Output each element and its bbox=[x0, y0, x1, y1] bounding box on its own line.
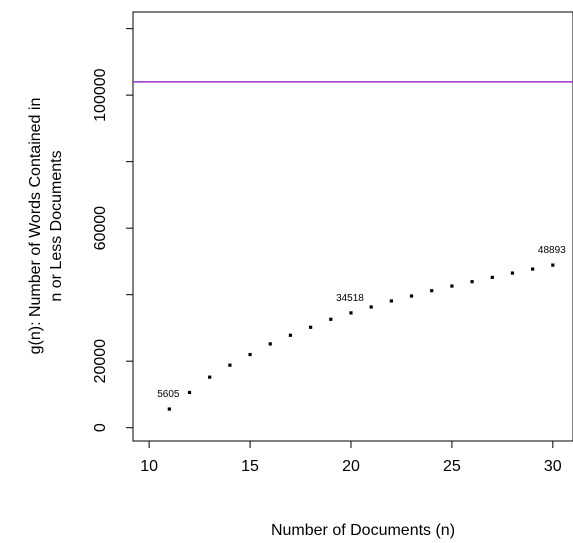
data-point bbox=[329, 317, 333, 321]
data-point bbox=[531, 267, 535, 271]
data-point bbox=[309, 325, 313, 329]
data-point bbox=[409, 294, 414, 298]
y-tick-label: 60000 bbox=[92, 206, 109, 251]
data-point bbox=[470, 280, 474, 284]
data-label: 5605 bbox=[157, 389, 180, 400]
x-axis-title: Number of Documents (n) bbox=[271, 522, 455, 539]
data-label: 34518 bbox=[336, 293, 364, 304]
x-tick-label: 10 bbox=[140, 458, 158, 475]
data-point bbox=[167, 407, 171, 411]
y-axis-title-line2: n or Less Documents bbox=[48, 150, 65, 301]
data-point bbox=[208, 375, 212, 379]
data-point bbox=[248, 352, 252, 357]
y-tick-label: 0 bbox=[92, 423, 109, 432]
x-tick-label: 25 bbox=[443, 458, 461, 475]
data-label: 48893 bbox=[538, 245, 566, 256]
data-point bbox=[288, 333, 293, 337]
data-point bbox=[369, 305, 373, 309]
y-tick-label: 20000 bbox=[92, 339, 109, 384]
x-tick-label: 30 bbox=[544, 458, 562, 475]
x-tick-label: 15 bbox=[241, 458, 259, 475]
y-tick-label: 100000 bbox=[92, 68, 109, 121]
x-tick-label: 20 bbox=[342, 458, 360, 475]
plot-frame bbox=[132, 11, 573, 442]
data-point bbox=[430, 289, 434, 293]
data-point bbox=[268, 342, 272, 346]
y-axis-title-line1: g(n): Number of Words Contained in bbox=[27, 98, 44, 355]
data-point bbox=[450, 284, 454, 288]
data-point bbox=[551, 263, 555, 267]
data-point bbox=[490, 275, 494, 279]
data-point bbox=[187, 390, 192, 395]
data-point bbox=[228, 363, 232, 367]
data-point bbox=[389, 299, 393, 303]
data-point bbox=[510, 271, 515, 275]
data-point bbox=[349, 311, 353, 315]
